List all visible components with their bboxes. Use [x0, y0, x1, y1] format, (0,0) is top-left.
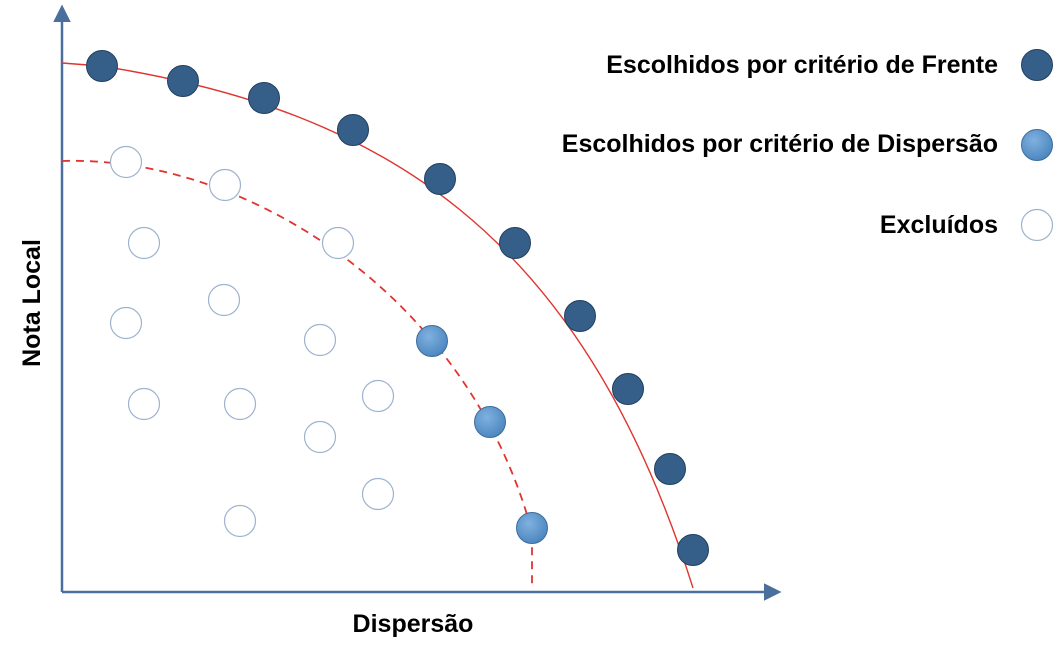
excluded-point — [109, 145, 143, 179]
excluded-point — [208, 168, 242, 202]
excluded-point — [109, 306, 143, 340]
dispersion-point — [474, 406, 506, 438]
excluded-point — [361, 379, 395, 413]
excluded-point — [361, 477, 395, 511]
excluded-point — [303, 323, 337, 357]
excluded-point — [223, 504, 257, 538]
excluded-point — [127, 387, 161, 421]
front-point — [86, 50, 118, 82]
front-point — [654, 453, 686, 485]
front-point — [564, 300, 596, 332]
legend-label-dispersion: Escolhidos por critério de Dispersão — [562, 130, 998, 158]
front-point — [248, 82, 280, 114]
front-point — [337, 114, 369, 146]
front-point — [424, 163, 456, 195]
dispersion-curve — [61, 160, 533, 588]
excluded-point — [207, 283, 241, 317]
legend-swatch-dispersion — [1021, 129, 1053, 161]
dispersion-point — [416, 325, 448, 357]
front-point — [167, 65, 199, 97]
dispersion-points — [416, 325, 548, 544]
legend: Escolhidos por critério de Frente Escolh… — [562, 49, 1054, 242]
legend-swatch-front — [1021, 49, 1053, 81]
excluded-point — [223, 387, 257, 421]
excluded-point — [303, 420, 337, 454]
legend-swatch-excluded — [1020, 208, 1054, 242]
legend-label-front: Escolhidos por critério de Frente — [606, 51, 998, 79]
dispersion-point — [516, 512, 548, 544]
excluded-point — [127, 226, 161, 260]
front-points — [86, 50, 709, 566]
legend-label-excluded: Excluídos — [880, 211, 998, 239]
y-axis-label: Nota Local — [18, 239, 46, 367]
x-axis-label: Dispersão — [353, 610, 474, 638]
front-point — [499, 227, 531, 259]
front-point — [677, 534, 709, 566]
front-point — [612, 373, 644, 405]
excluded-points — [109, 145, 395, 538]
excluded-point — [321, 226, 355, 260]
